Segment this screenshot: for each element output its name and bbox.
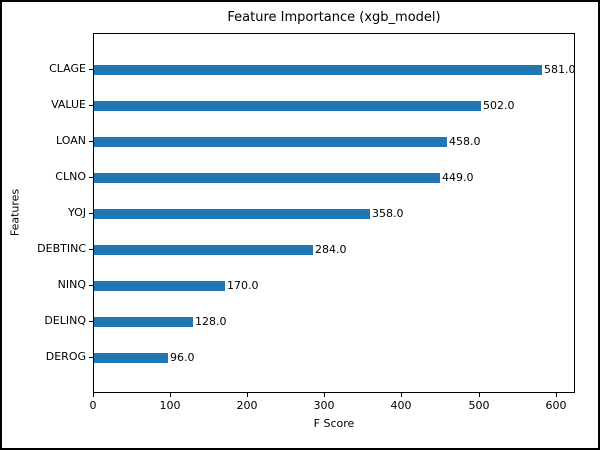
- y-tick-mark: [89, 249, 93, 250]
- bar-value: [94, 101, 481, 111]
- y-tick-label-yoj: YOJ: [67, 206, 86, 219]
- plot-area: 581.0 502.0 458.0 449.0 358.0 284.0 170.0 128.0…: [93, 33, 576, 393]
- y-tick-mark: [89, 69, 93, 70]
- bar-clage: [94, 65, 542, 75]
- y-tick-mark: [89, 141, 93, 142]
- x-tick-label-600: 600: [545, 399, 567, 412]
- y-tick-label-debtinc: DEBTINC: [37, 242, 86, 255]
- bar-value-label-delinq: 128.0: [195, 315, 227, 328]
- bar-derog: [94, 353, 168, 363]
- bar-value-label-clno: 449.0: [442, 171, 474, 184]
- x-tick-mark: [93, 393, 94, 397]
- bar-ninq: [94, 281, 225, 291]
- y-tick-label-ninq: NINQ: [57, 278, 86, 291]
- x-tick-label-200: 200: [236, 399, 258, 412]
- bar-value-label-ninq: 170.0: [227, 279, 259, 292]
- bar-value-label-clage: 581.0: [544, 63, 576, 76]
- y-tick-mark: [89, 213, 93, 214]
- x-axis-label: F Score: [313, 417, 355, 430]
- y-tick-label-delinq: DELINQ: [44, 314, 86, 327]
- y-tick-mark: [89, 285, 93, 286]
- x-tick-mark: [247, 393, 248, 397]
- bar-clno: [94, 173, 440, 183]
- x-tick-mark: [401, 393, 402, 397]
- y-tick-label-value: VALUE: [51, 98, 86, 111]
- x-tick-mark: [556, 393, 557, 397]
- bar-value-label-debtinc: 284.0: [315, 243, 347, 256]
- x-tick-label-400: 400: [390, 399, 412, 412]
- x-tick-label-0: 0: [89, 399, 97, 412]
- y-tick-label-clage: CLAGE: [49, 62, 86, 75]
- x-tick-label-300: 300: [313, 399, 335, 412]
- y-tick-label-clno: CLNO: [55, 170, 86, 183]
- bar-loan: [94, 137, 447, 147]
- y-tick-mark: [89, 321, 93, 322]
- x-tick-mark: [479, 393, 480, 397]
- bar-value-label-yoj: 358.0: [372, 207, 404, 220]
- bar-value-label-loan: 458.0: [449, 135, 481, 148]
- bar-delinq: [94, 317, 193, 327]
- x-tick-label-100: 100: [159, 399, 181, 412]
- chart-title: Feature Importance (xgb_model): [227, 10, 441, 25]
- x-tick-label-500: 500: [468, 399, 490, 412]
- bar-value-label-derog: 96.0: [170, 351, 195, 364]
- x-tick-mark: [170, 393, 171, 397]
- y-tick-mark: [89, 357, 93, 358]
- bar-yoj: [94, 209, 370, 219]
- y-tick-label-derog: DEROG: [45, 350, 86, 363]
- bar-value-label-value: 502.0: [483, 99, 515, 112]
- x-tick-mark: [324, 393, 325, 397]
- y-tick-mark: [89, 105, 93, 106]
- y-tick-mark: [89, 177, 93, 178]
- bar-debtinc: [94, 245, 313, 255]
- y-tick-label-loan: LOAN: [56, 134, 86, 147]
